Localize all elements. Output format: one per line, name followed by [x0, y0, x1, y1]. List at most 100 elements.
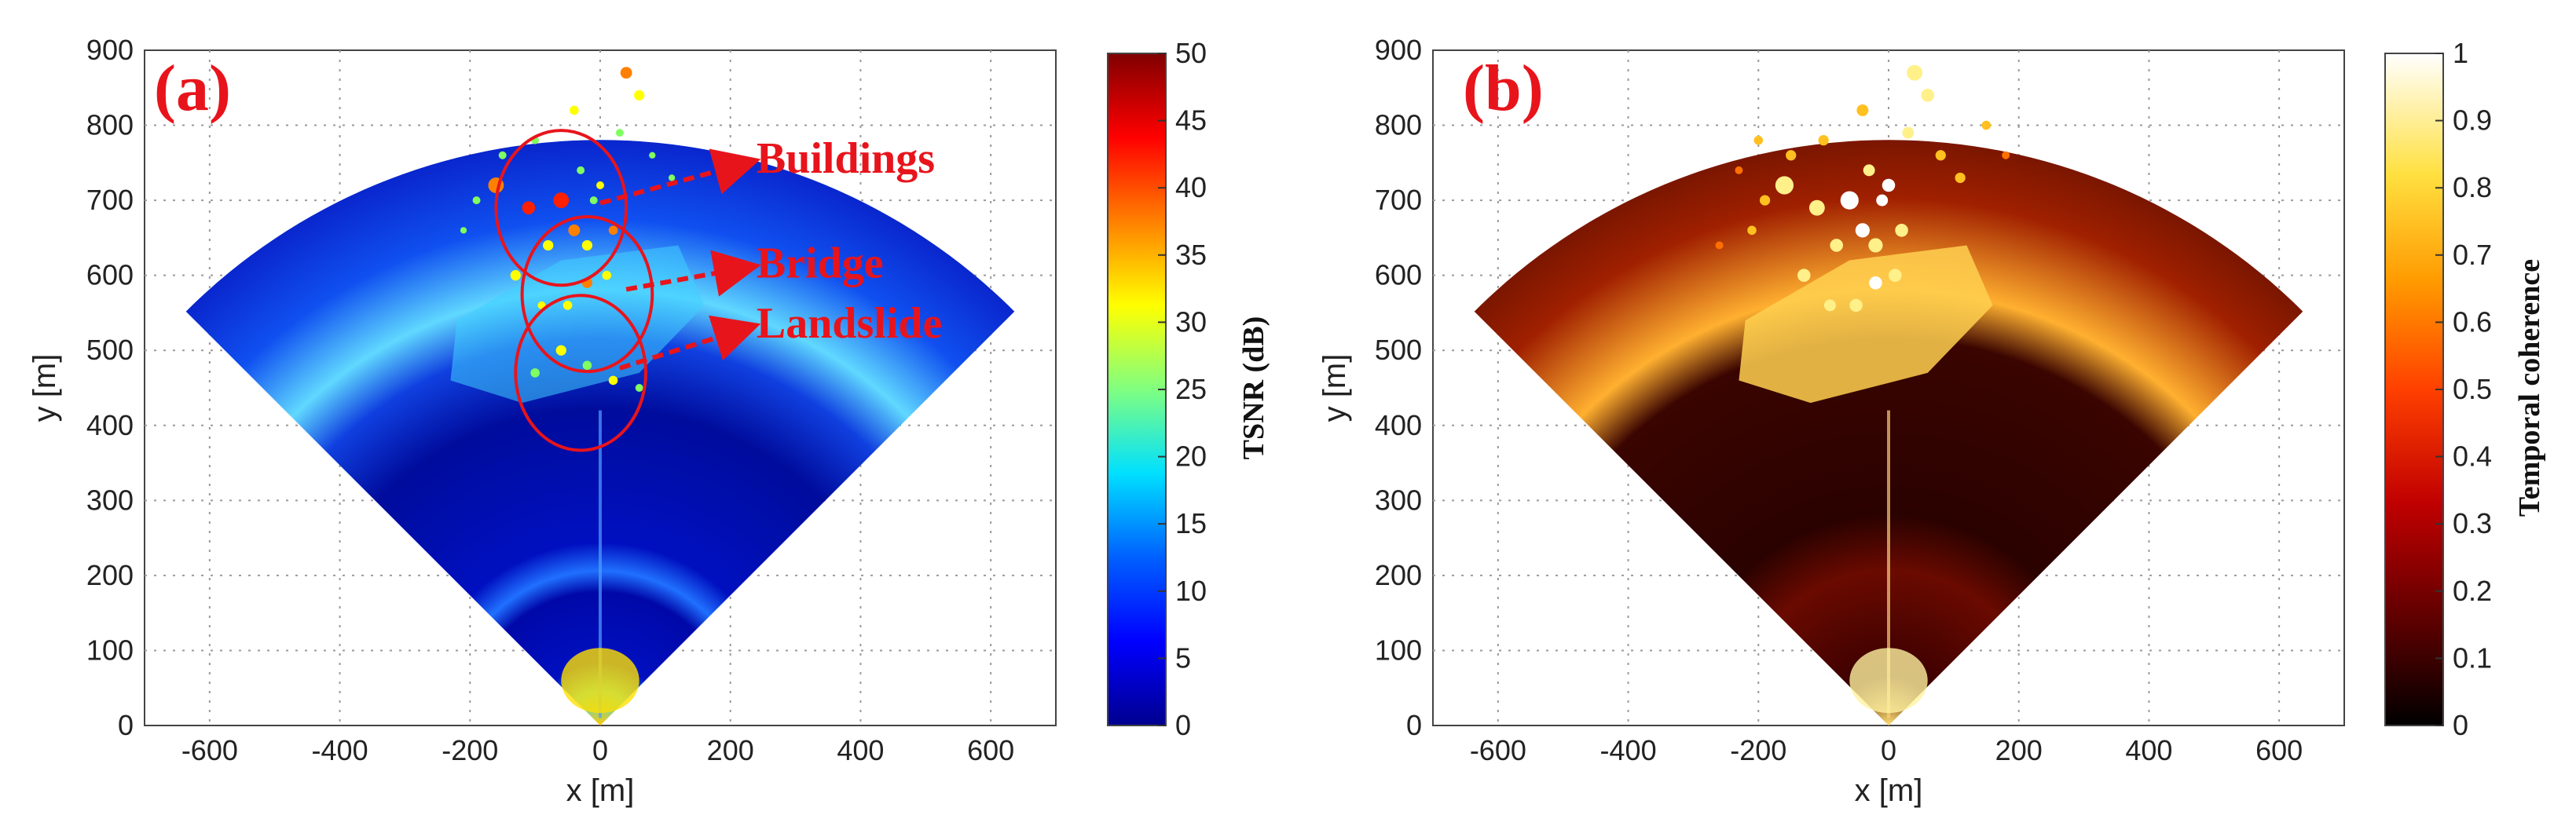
scatter-point [1786, 150, 1797, 161]
colorbar [1107, 53, 1167, 726]
scatter-point [1849, 298, 1863, 312]
y-tick-label: 800 [86, 109, 134, 141]
y-tick-label: 700 [1375, 184, 1422, 216]
colorbar-tick-label: 0 [1175, 709, 1191, 741]
scatter-point [635, 384, 643, 392]
scatter-point [1868, 238, 1883, 253]
scatter-point [1715, 241, 1724, 250]
scatter-point [510, 270, 521, 281]
colorbar-tick-label: 45 [1175, 104, 1207, 137]
scatter-point [582, 360, 592, 371]
scatter-point [620, 67, 632, 79]
annotation-label: Bridge [757, 239, 884, 288]
y-tick-label: 900 [86, 34, 134, 66]
colorbar-tick-label: 20 [1175, 440, 1207, 473]
y-axis-label: y [m] [27, 354, 62, 422]
scatter-point [1830, 239, 1844, 252]
scatter-point [1818, 135, 1829, 146]
x-tick-label: 0 [1881, 734, 1896, 766]
y-tick-label: 800 [1375, 109, 1422, 141]
colorbar-tick-label: 5 [1175, 641, 1191, 674]
landslide-band [1739, 245, 1993, 404]
y-tick-label: 500 [86, 334, 134, 366]
y-tick-label: 300 [1375, 484, 1422, 516]
scatter-point [577, 166, 585, 174]
x-tick-label: 0 [592, 734, 608, 766]
scatter-point [1775, 176, 1794, 195]
y-tick-label: 200 [86, 559, 134, 591]
y-tick-label: 100 [1375, 634, 1422, 666]
y-axis-label: y [m] [1317, 354, 1352, 422]
scatter-point [498, 151, 507, 159]
scatter-point [562, 301, 573, 310]
scatter-point [608, 225, 618, 236]
y-tick-label: 200 [1375, 559, 1422, 591]
colorbar-tick-label: 10 [1175, 575, 1207, 607]
scatter-point [1735, 166, 1743, 174]
x-tick-label: 400 [2125, 734, 2172, 766]
panel-label: (a) [154, 52, 231, 125]
colorbar-tick-label: 35 [1175, 239, 1207, 271]
colorbar-tick-label: 50 [1175, 37, 1207, 69]
scatter-point [1935, 150, 1946, 161]
scatter-point [581, 239, 593, 251]
annotation-arrow [618, 315, 761, 371]
scatter-point [1753, 135, 1764, 145]
y-tick-label: 600 [86, 259, 134, 291]
scatter-point [649, 152, 656, 159]
scatter-point [568, 224, 581, 236]
y-tick-label: 900 [1375, 34, 1422, 66]
annotations: Buildings Bridge Landslide [494, 129, 943, 452]
axis-ticks: -600 -400 -200 0 200 400 600 0 100 200 300 400 500 60… [86, 34, 1014, 766]
x-tick-label: -600 [181, 734, 238, 766]
panel-a: -600 -400 -200 0 200 400 600010020030040050060… [27, 34, 1270, 808]
scatter-point [1955, 172, 1966, 184]
x-axis-label: x [m] [1855, 773, 1923, 808]
colorbar-ticks: 0 0.1 0.2 0.3 0.4 0.5 0.6 0.7 0.8 0.9 1 [2435, 37, 2492, 741]
colorbar [2384, 53, 2444, 726]
scatter-point [1808, 199, 1825, 216]
x-tick-label: 200 [707, 734, 754, 766]
scatter-point [1759, 195, 1771, 206]
annotation-arrow [625, 250, 761, 297]
x-tick-label: 200 [1995, 734, 2043, 766]
y-tick-label: 0 [1406, 709, 1422, 741]
colorbar-tick-label: 30 [1175, 305, 1207, 338]
annotation-label: Buildings [757, 134, 935, 183]
x-tick-label: -400 [1600, 734, 1657, 766]
near-range-spot [561, 648, 639, 714]
annotation-ellipse [514, 294, 648, 452]
scatter-point [1882, 178, 1896, 192]
scatter-point [570, 105, 579, 115]
scatter-point [1747, 225, 1757, 236]
x-tick-label: -600 [1470, 734, 1526, 766]
y-tick-label: 400 [1375, 409, 1422, 441]
scatter-point [615, 129, 624, 137]
scatter-point [634, 90, 645, 101]
scatter-point [1863, 164, 1875, 177]
x-tick-label: -200 [1730, 734, 1786, 766]
x-tick-label: 400 [837, 734, 884, 766]
annotation-label: Landslide [757, 299, 943, 348]
near-range-spot [1849, 648, 1928, 714]
scatter-point [1876, 194, 1889, 206]
y-tick-label: 400 [86, 409, 134, 441]
colorbar-label: TSNR (dB) [1237, 316, 1270, 460]
y-tick-label: 700 [86, 184, 134, 216]
scatter-point [460, 227, 467, 234]
scatter-point [589, 196, 598, 205]
y-tick-label: 500 [1375, 334, 1422, 366]
colorbar-tick-label: 0 [2453, 709, 2468, 741]
scatter-point [1981, 120, 1992, 130]
x-tick-label: 600 [967, 734, 1014, 766]
scatter-point [543, 239, 554, 251]
annotation-arrow [599, 148, 761, 206]
scatter-point [553, 192, 570, 209]
scatter-point [596, 181, 604, 189]
scatter-point [555, 345, 566, 356]
scatter-point [1869, 276, 1882, 290]
scatter-point [2002, 151, 2010, 159]
colorbar-tick-label: 1 [2453, 37, 2468, 69]
colorbar-tick-label: 0.1 [2453, 641, 2492, 674]
colorbar-tick-label: 0.9 [2453, 104, 2492, 137]
